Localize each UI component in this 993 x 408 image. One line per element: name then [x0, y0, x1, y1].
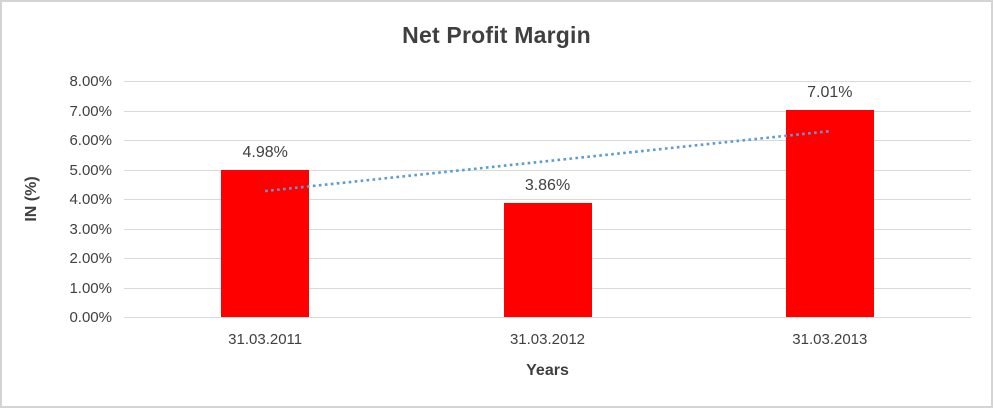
gridline — [124, 110, 971, 112]
y-tick-label: 1.00% — [69, 279, 112, 297]
y-tick-label: 2.00% — [69, 250, 112, 267]
bar-data-label: 3.86% — [524, 177, 571, 195]
bar — [785, 110, 874, 317]
y-tick-label: 6.00% — [69, 132, 112, 149]
x-tick-label: 31.03.2012 — [509, 331, 586, 348]
bar-data-label: 7.01% — [807, 84, 853, 102]
bar — [503, 203, 592, 317]
trendline-path — [265, 129, 830, 193]
y-tick-label: 4.00% — [69, 191, 112, 208]
chart-title: Net Profit Margin — [402, 22, 591, 48]
plot-area — [124, 81, 971, 318]
x-axis-title: Years — [526, 362, 569, 379]
bar — [221, 170, 310, 317]
y-tick-label: 5.00% — [69, 161, 112, 179]
y-tick-label: 7.00% — [69, 102, 112, 120]
y-tick-label: 3.00% — [69, 220, 112, 238]
gridline — [124, 317, 971, 318]
x-tick-label: 31.03.2011 — [228, 331, 303, 348]
gridline — [124, 140, 971, 141]
y-tick-label: 0.00% — [69, 309, 112, 326]
y-tick-label: 8.00% — [69, 73, 112, 90]
trendline — [265, 129, 830, 193]
x-tick-label: 31.03.2013 — [792, 331, 868, 348]
gridline — [124, 199, 971, 200]
bar-data-label: 4.98% — [242, 144, 288, 162]
gridline — [124, 169, 971, 171]
gridline — [124, 81, 971, 82]
